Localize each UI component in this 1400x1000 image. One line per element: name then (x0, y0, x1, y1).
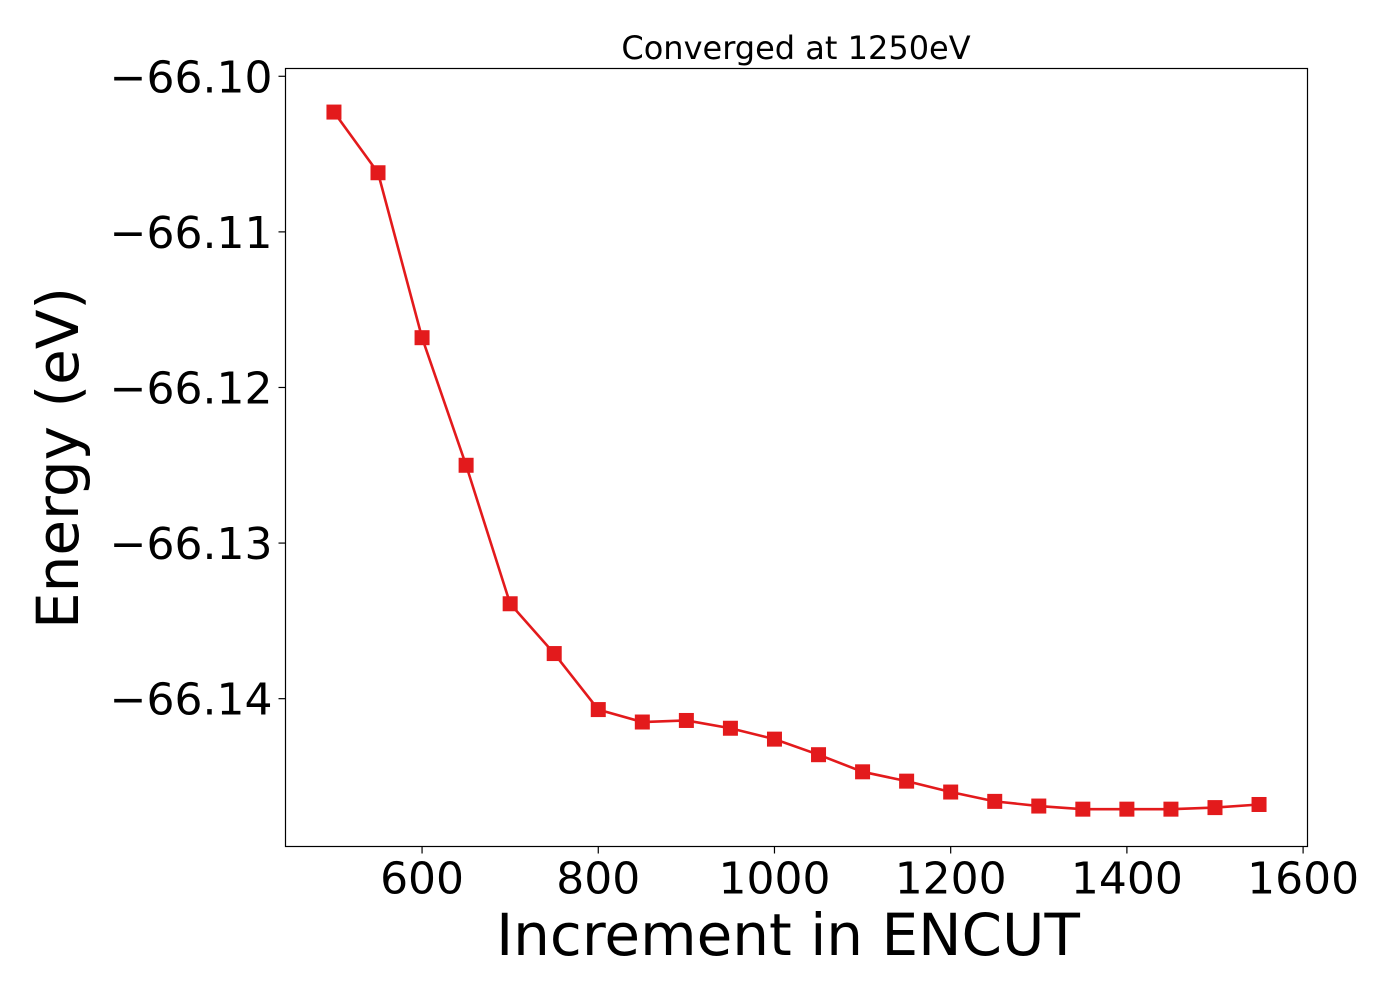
data-point-marker (855, 764, 871, 780)
data-point-marker (1119, 801, 1135, 817)
data-point-marker (370, 165, 386, 181)
y-axis: −66.10 −66.11 −66.12 −66.13 −66.14 (110, 52, 286, 726)
data-point-marker (326, 104, 342, 120)
data-point-marker (722, 720, 738, 736)
x-tick-label: 800 (556, 854, 640, 905)
data-point-marker (766, 731, 782, 747)
series-line (332, 111, 1260, 811)
data-point-marker (458, 457, 474, 473)
x-tick-label: 1400 (1071, 854, 1183, 905)
data-point-marker (899, 773, 915, 789)
data-point-marker (987, 793, 1003, 809)
x-axis-title: Increment in ENCUT (496, 901, 1080, 969)
plot-area-frame (284, 67, 1309, 848)
data-point-marker (634, 714, 650, 730)
y-tick-label: −66.10 (110, 52, 273, 103)
data-point-marker (1163, 801, 1179, 817)
data-point-marker (678, 712, 694, 728)
data-point-marker (1031, 798, 1047, 814)
x-tick-label: 1200 (895, 854, 1007, 905)
x-tick-label: 1000 (718, 854, 830, 905)
data-point-marker (811, 747, 827, 763)
y-tick-label: −66.14 (110, 675, 273, 726)
data-point-marker (1207, 800, 1223, 816)
data-point-marker (414, 330, 430, 346)
x-tick-label: 1600 (1247, 854, 1359, 905)
data-point-marker (1075, 801, 1091, 817)
y-tick-label: −66.11 (110, 208, 273, 259)
data-point-marker (502, 596, 518, 612)
x-axis: 600 800 1000 1200 1400 1600 (380, 846, 1359, 905)
x-tick-label: 600 (380, 854, 464, 905)
y-tick-label: −66.12 (110, 363, 273, 414)
data-point-marker (590, 702, 606, 718)
chart-title: Converged at 1250eV (621, 29, 970, 67)
y-tick-label: −66.13 (110, 519, 273, 570)
data-point-marker (943, 784, 959, 800)
y-axis-title: Energy (eV) (24, 287, 92, 629)
data-point-marker (1251, 796, 1267, 812)
data-point-marker (546, 646, 562, 662)
series-layer (326, 104, 1267, 817)
